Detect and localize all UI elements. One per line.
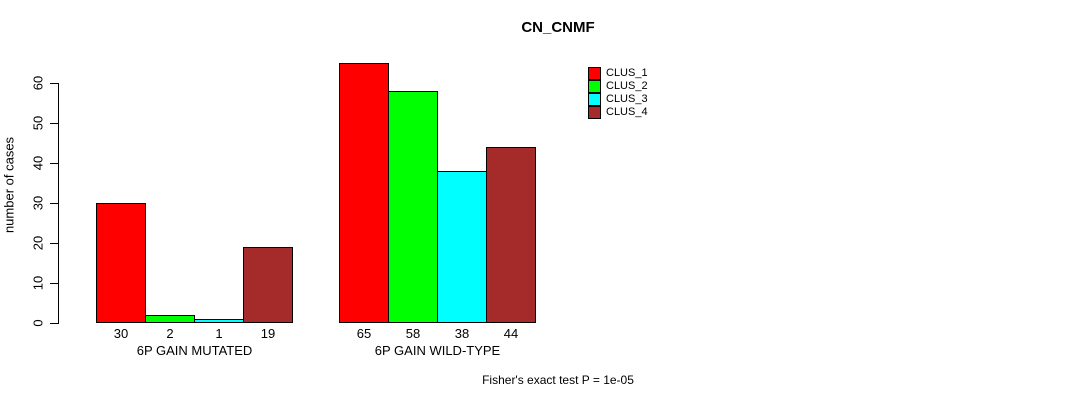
legend-item: CLUS_3 bbox=[588, 93, 648, 106]
bar-value-label: 44 bbox=[503, 326, 519, 341]
legend-label: CLUS_1 bbox=[606, 67, 648, 79]
y-tick-label: 10 bbox=[30, 275, 46, 291]
y-tick-label: 30 bbox=[30, 195, 46, 211]
legend-swatch-icon bbox=[588, 80, 601, 93]
y-tick-label: 20 bbox=[30, 235, 46, 251]
y-tick bbox=[50, 203, 58, 204]
legend: CLUS_1 CLUS_2 CLUS_3 CLUS_4 bbox=[588, 67, 648, 119]
bar-clus_4-group1 bbox=[243, 247, 293, 323]
y-tick-label: 0 bbox=[30, 319, 46, 327]
bar-clus_2-group1 bbox=[145, 315, 195, 323]
bar-clus_3-group2 bbox=[437, 171, 487, 323]
bar-clus_4-group2 bbox=[486, 147, 536, 323]
bar-value-label: 65 bbox=[356, 326, 372, 341]
legend-item: CLUS_4 bbox=[588, 106, 648, 119]
y-axis-line bbox=[58, 83, 59, 324]
bar-value-label: 30 bbox=[113, 326, 129, 341]
y-tick bbox=[50, 163, 58, 164]
legend-label: CLUS_3 bbox=[606, 93, 648, 105]
legend-label: CLUS_2 bbox=[606, 80, 648, 92]
y-tick bbox=[50, 83, 58, 84]
bar-value-label: 2 bbox=[166, 326, 174, 341]
y-tick-label: 40 bbox=[30, 155, 46, 171]
bar-clus_2-group2 bbox=[388, 91, 438, 323]
y-axis-label: number of cases bbox=[1, 136, 17, 234]
y-tick bbox=[50, 123, 58, 124]
bar-clus_1-group1 bbox=[96, 203, 146, 323]
bar-value-label: 58 bbox=[405, 326, 421, 341]
legend-item: CLUS_2 bbox=[588, 80, 648, 93]
bar-value-label: 19 bbox=[260, 326, 276, 341]
bar-clus_1-group2 bbox=[339, 63, 389, 323]
y-tick-label: 50 bbox=[30, 115, 46, 131]
bar-value-label: 1 bbox=[215, 326, 223, 341]
y-tick bbox=[50, 243, 58, 244]
bar-clus_3-group1 bbox=[194, 319, 244, 323]
y-tick bbox=[50, 323, 58, 324]
legend-swatch-icon bbox=[588, 106, 601, 119]
category-label: 6P GAIN MUTATED bbox=[136, 343, 253, 358]
legend-item: CLUS_1 bbox=[588, 67, 648, 80]
annotation-text: Fisher's exact test P = 1e-05 bbox=[482, 373, 634, 387]
y-tick bbox=[50, 283, 58, 284]
y-tick-label: 60 bbox=[30, 75, 46, 91]
legend-swatch-icon bbox=[588, 93, 601, 106]
category-label: 6P GAIN WILD-TYPE bbox=[374, 343, 501, 358]
legend-swatch-icon bbox=[588, 67, 601, 80]
legend-label: CLUS_4 bbox=[606, 106, 648, 118]
chart-title: CN_CNMF bbox=[521, 19, 595, 36]
bar-value-label: 38 bbox=[454, 326, 470, 341]
